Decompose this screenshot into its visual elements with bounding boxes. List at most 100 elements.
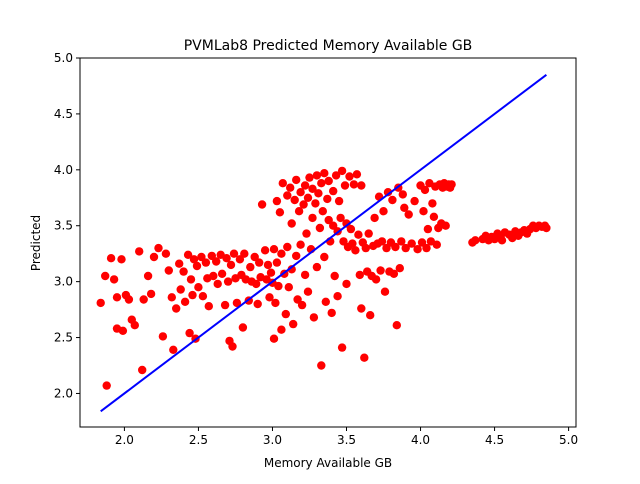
scatter-point <box>146 289 156 299</box>
scatter-point <box>292 175 301 185</box>
scatter-point <box>333 292 342 301</box>
y-tick-label: 4.0 <box>54 163 73 177</box>
scatter-point <box>255 258 264 267</box>
scatter-point <box>217 269 227 278</box>
scatter-point <box>371 275 381 284</box>
scatter-point <box>297 300 307 310</box>
scatter-point <box>286 183 295 192</box>
scatter-point <box>186 275 196 284</box>
scatter-point <box>294 207 304 216</box>
scatter-point <box>308 184 317 193</box>
scatter-point <box>250 252 259 262</box>
scatter-point <box>289 319 298 329</box>
scatter-point <box>339 237 348 246</box>
scatter-point <box>317 361 326 370</box>
scatter-point <box>172 304 181 313</box>
scatter-point <box>299 200 308 209</box>
scatter-point <box>336 213 345 223</box>
y-tick-label: 5.0 <box>54 51 73 65</box>
scatter-point <box>360 353 369 362</box>
scatter-point <box>302 229 311 238</box>
scatter-point <box>303 287 313 296</box>
scatter-point <box>318 207 327 216</box>
scatter-point <box>401 243 410 253</box>
scatter-point <box>222 254 231 263</box>
scatter-point <box>447 180 456 189</box>
scatter-point <box>340 181 350 190</box>
scatter-point <box>161 249 171 258</box>
scatter-point <box>361 243 370 253</box>
scatter-point <box>281 309 290 319</box>
scatter-point <box>327 308 336 318</box>
scatter-point <box>312 171 322 180</box>
scatter-point <box>342 279 351 289</box>
scatter-point <box>320 252 329 262</box>
scatter-point <box>346 224 356 234</box>
scatter-point <box>278 179 287 188</box>
scatter-point <box>324 215 333 225</box>
scatter-point <box>357 304 366 313</box>
scatter-point <box>388 195 397 205</box>
scatter-point <box>274 281 283 291</box>
scatter-point <box>320 169 329 178</box>
x-tick-label: 3.5 <box>337 433 356 447</box>
scatter-point <box>284 283 293 292</box>
scatter-point <box>179 267 188 276</box>
scatter-point <box>404 210 413 219</box>
x-axis-label: Memory Available GB <box>264 456 392 470</box>
scatter-point <box>432 240 441 249</box>
scatter-point <box>272 196 282 206</box>
scatter-point <box>398 190 407 199</box>
scatter-point <box>209 271 218 281</box>
scatter-point <box>337 166 347 176</box>
scatter-point <box>352 170 362 179</box>
x-tick-label: 4.5 <box>485 433 504 447</box>
scatter-point <box>349 180 359 189</box>
scatter-point <box>275 208 285 217</box>
scatter-point <box>287 265 296 274</box>
scatter-point <box>300 181 310 190</box>
scatter-point <box>542 223 551 233</box>
scatter-point <box>192 261 202 271</box>
y-axis-label: Predicted <box>29 215 43 271</box>
scatter-point <box>312 262 322 272</box>
scatter-point <box>201 258 211 267</box>
scatter-point <box>124 295 134 304</box>
x-tick-label: 2.0 <box>115 433 134 447</box>
scatter-point <box>265 293 274 302</box>
scatter-point <box>176 285 185 294</box>
scatter-point <box>423 224 433 234</box>
scatter-point <box>300 270 310 280</box>
scatter-point <box>228 342 237 351</box>
y-tick-label: 2.0 <box>54 386 73 400</box>
x-tick-label: 4.0 <box>411 433 430 447</box>
scatter-point <box>413 245 422 254</box>
scatter-point <box>407 239 416 248</box>
scatter-point <box>397 237 406 246</box>
scatter-point <box>169 345 178 354</box>
scatter-point <box>345 172 354 181</box>
y-tick-label: 3.5 <box>54 219 73 233</box>
chart-title: PVMLab8 Predicted Memory Available GB <box>184 38 473 54</box>
scatter-point <box>292 251 301 261</box>
scatter-point <box>329 186 338 196</box>
scatter-point <box>139 295 148 304</box>
scatter-point <box>296 240 305 249</box>
y-tick-label: 4.5 <box>54 107 73 121</box>
scatter-point <box>334 196 344 206</box>
scatter-point <box>419 207 428 216</box>
scatter-point <box>357 181 366 190</box>
scatter-point <box>149 252 159 262</box>
scatter-point <box>331 171 341 180</box>
scatter-point <box>370 213 379 223</box>
scatter-point <box>252 279 261 289</box>
scatter-point <box>317 179 326 188</box>
scatter-point <box>287 219 296 228</box>
scatter-point <box>194 283 203 292</box>
scatter-point <box>391 242 400 252</box>
scatter-point <box>229 249 239 258</box>
scatter-point <box>212 257 221 266</box>
scatter-point <box>269 245 279 254</box>
scatter-point <box>167 293 176 302</box>
